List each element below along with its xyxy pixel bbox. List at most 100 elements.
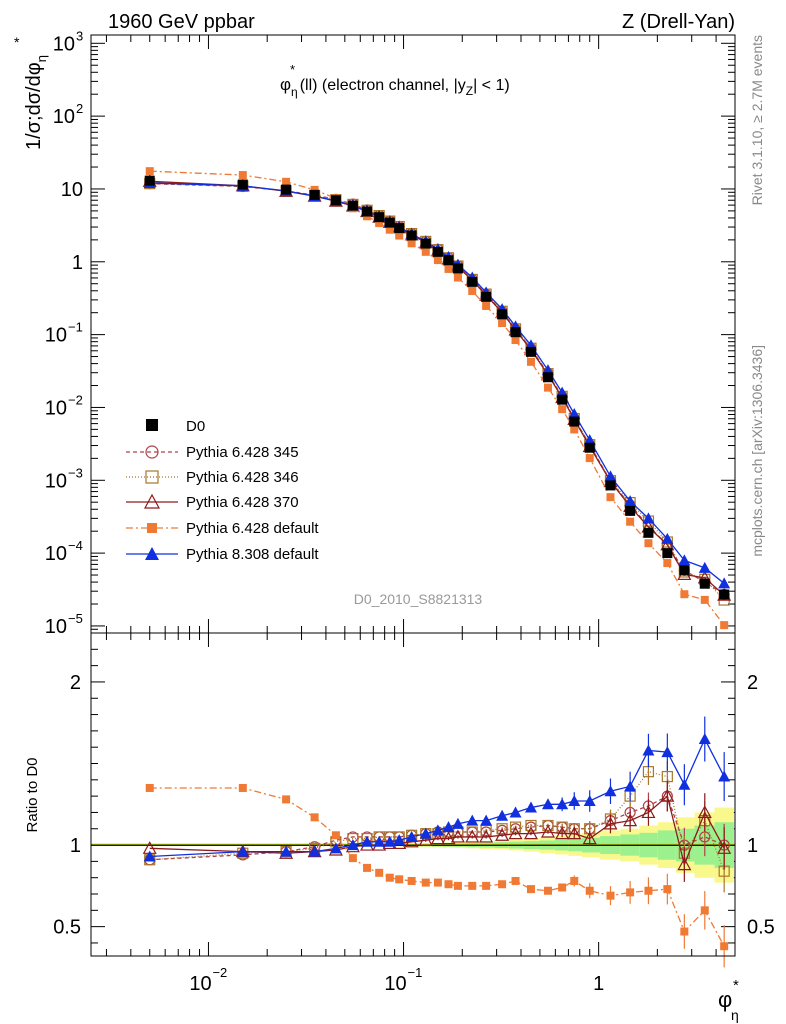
data-point	[720, 621, 729, 630]
ratio-point	[663, 885, 672, 894]
data-point	[718, 577, 731, 589]
data-point	[626, 517, 635, 526]
legend-marker	[145, 470, 159, 484]
ratio-point	[479, 829, 494, 843]
ratio-point	[361, 835, 374, 847]
reference-point	[662, 548, 673, 559]
data-point	[663, 559, 672, 568]
ratio-point	[623, 813, 638, 827]
y-tick-label: 10	[45, 470, 67, 492]
ratio-point	[442, 821, 455, 833]
y-tick-label: 1	[72, 252, 83, 274]
ratio-point	[498, 880, 507, 889]
data-point	[558, 405, 567, 414]
data-point	[482, 301, 491, 310]
reference-point	[719, 589, 730, 600]
reference-point	[679, 565, 690, 576]
data-point	[543, 383, 552, 392]
legend-label: Pythia 8.308 default	[186, 546, 319, 563]
legend-label: Pythia 6.428 default	[186, 520, 319, 537]
xlabel: φ * η	[718, 977, 739, 1023]
ratio-point	[603, 816, 618, 830]
ratio-y-tick-label: 0.5	[53, 917, 81, 939]
reference-point	[420, 238, 431, 249]
data-point	[624, 495, 637, 507]
reference-point	[309, 189, 320, 200]
y-tick-label: 10	[45, 616, 67, 638]
ratio-point	[604, 785, 617, 797]
legend-label: Pythia 6.428 346	[186, 469, 299, 486]
ratio-point	[624, 780, 637, 792]
title-sub-z: Z	[466, 84, 473, 98]
reference-point	[330, 195, 341, 206]
data-point	[644, 539, 653, 548]
title-tail: | < 1)	[473, 77, 510, 94]
data-point	[511, 336, 520, 345]
ratio-y-tick-label-right: 0.5	[747, 917, 775, 939]
ratio-point	[718, 770, 731, 782]
main-ylabel: 1/σ;dσ/dφη *	[14, 34, 49, 150]
x-tick-exponent: −2	[212, 965, 227, 980]
ratio-point	[661, 746, 674, 758]
header-left: 1960 GeV ppbar	[108, 11, 255, 33]
legend-label: Pythia 6.428 345	[186, 444, 299, 461]
reference-point	[525, 346, 536, 357]
ratio-point	[375, 868, 384, 877]
reference-point	[374, 212, 385, 223]
ratio-point	[348, 854, 357, 863]
ratio-point	[523, 826, 538, 840]
data-point	[444, 264, 453, 273]
reference-point	[406, 230, 417, 241]
reference-point	[394, 223, 405, 234]
reference-point	[510, 327, 521, 338]
ratio-point	[419, 827, 432, 839]
ratio-point	[331, 831, 340, 840]
ratio-point	[282, 795, 291, 804]
ratio-plot-area: 10−210−110.5 0.51 12 2	[53, 633, 775, 995]
data-point	[642, 512, 655, 524]
ratio-point	[541, 798, 554, 810]
ratio-point	[700, 906, 709, 915]
ratio-point	[308, 845, 321, 857]
mcplots-label: mcplots.cern.ch [arXiv:1306.3436]	[749, 345, 765, 557]
ratio-y-tick-label: 1	[70, 835, 81, 857]
ratio-point	[468, 881, 477, 890]
ratio-point	[585, 886, 594, 895]
ratio-point	[383, 835, 396, 847]
reference-point	[497, 309, 508, 320]
ratio-point	[373, 835, 386, 847]
data-point	[583, 434, 596, 446]
ratio-point	[480, 814, 493, 826]
ratio-point	[444, 880, 453, 889]
xlabel-sub: η	[731, 1007, 739, 1023]
ratio-point	[310, 813, 319, 822]
reference-point	[605, 480, 616, 491]
reference-point	[467, 276, 478, 287]
ratio-point	[678, 778, 691, 790]
data-point	[526, 357, 535, 366]
ratio-point	[525, 819, 537, 832]
ratio-panel: 10−210−110.5 0.51 12 2 Ratio to D0	[24, 632, 775, 995]
ratio-point	[280, 845, 293, 857]
data-point	[680, 590, 689, 599]
data-point	[678, 554, 691, 566]
x-tick-label: 10	[384, 973, 406, 995]
data-point	[433, 256, 442, 265]
reference-point	[347, 200, 358, 211]
data-point	[661, 532, 674, 544]
title-sup-star: *	[290, 62, 295, 77]
data-point	[606, 493, 615, 502]
data-point	[282, 177, 291, 186]
ratio-point	[717, 841, 732, 854]
ratio-point	[509, 806, 522, 818]
ratio-point	[570, 876, 579, 885]
header-right: Z (Drell-Yan)	[622, 11, 735, 33]
ratio-point	[508, 826, 523, 840]
reference-point	[362, 206, 373, 217]
ratio-point	[524, 801, 537, 813]
legend-marker	[143, 493, 161, 509]
rivet-label: Rivet 3.1.10, ≥ 2.7M events	[749, 35, 765, 205]
xlabel-sup: *	[733, 977, 739, 994]
title-rest: (ll) (electron channel, |y	[300, 77, 466, 94]
reference-point	[443, 255, 454, 266]
